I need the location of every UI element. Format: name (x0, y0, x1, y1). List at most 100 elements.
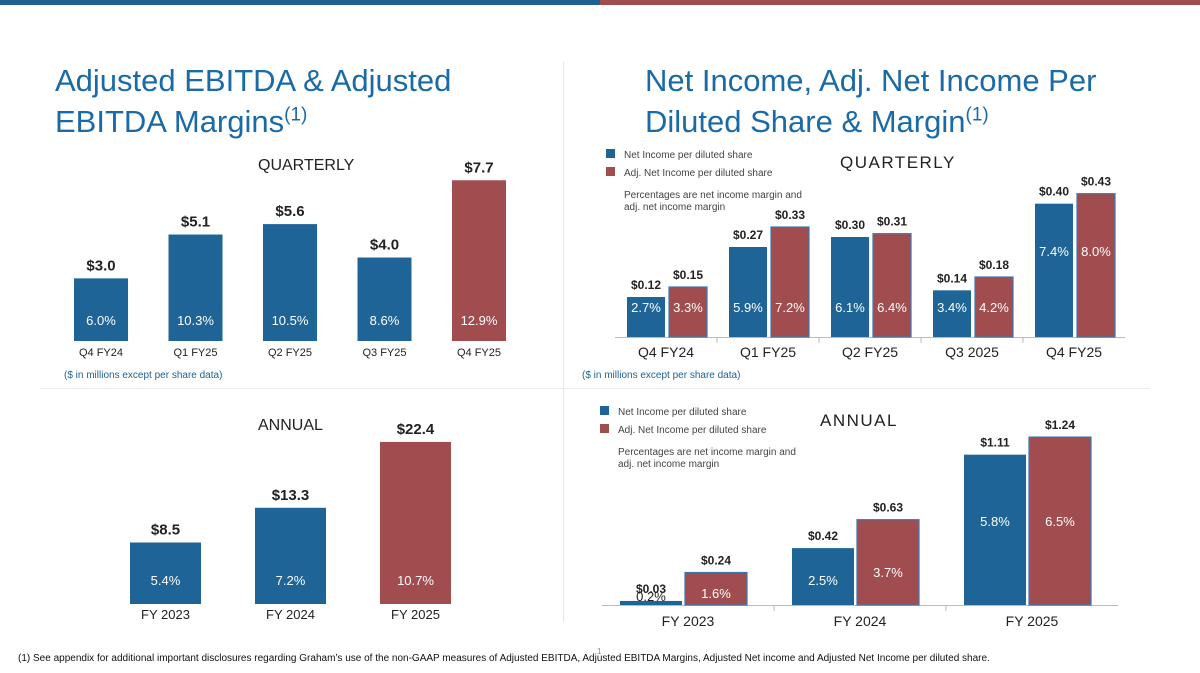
bar-margin-label: 2.7% (631, 300, 661, 315)
bar-value-label: $4.0 (370, 237, 399, 254)
bar-value-label: $0.30 (835, 218, 865, 232)
category-label: Q2 FY25 (842, 344, 898, 360)
bar-margin-label: 1.6% (701, 586, 731, 601)
bar (856, 519, 920, 606)
bar-value-label: $0.18 (979, 258, 1009, 272)
ebitda-quarterly-chart: QUARTERLY $3.0 6.0% Q4 FY24 $5.1 10.3% Q1 FY25… (74, 157, 506, 359)
bar-margin-label: 6.4% (877, 300, 907, 315)
bar (792, 548, 854, 605)
chart-title: ANNUAL (258, 417, 323, 434)
footnote: (1) See appendix for additional importan… (18, 653, 990, 664)
category-label: Q4 FY25 (1046, 344, 1102, 360)
horizontal-divider (40, 388, 1150, 389)
bar (452, 180, 506, 341)
left-heading-line1: Adjusted EBITDA & Adjusted (55, 63, 452, 98)
chart-title: QUARTERLY (840, 153, 956, 172)
bar-value-label: $0.15 (673, 268, 703, 282)
legend-swatch (600, 424, 609, 433)
category-label: Q4 FY24 (638, 344, 694, 360)
bar (380, 441, 451, 604)
bar-value-label: $0.42 (808, 529, 838, 543)
bar (620, 600, 682, 605)
bar-value-label: $8.5 (151, 522, 180, 539)
right-heading: Net Income, Adj. Net Income Per Diluted … (645, 60, 1096, 142)
category-label: Q2 FY25 (268, 347, 312, 359)
left-units-note: ($ in millions except per share data) (64, 370, 223, 381)
category-label: FY 2025 (391, 607, 440, 622)
bar-margin-label: 4.2% (979, 300, 1009, 315)
vertical-divider (563, 62, 564, 622)
right-units-note: ($ in millions except per share data) (582, 370, 741, 381)
category-label: Q1 FY25 (740, 344, 796, 360)
bar-margin-label: 7.2% (276, 573, 306, 588)
chart-title: QUARTERLY (258, 157, 355, 174)
bar (1035, 203, 1073, 337)
category-label: FY 2024 (266, 607, 315, 622)
right-heading-line1: Net Income, Adj. Net Income Per (645, 63, 1097, 98)
bar-margin-label: 0.2% (636, 589, 666, 604)
bar-margin-label: 10.7% (397, 573, 434, 588)
left-heading-line2: EBITDA Margins (55, 104, 285, 139)
legend-note: adj. net income margin (618, 459, 719, 470)
legend-label: Adj. Net Income per diluted share (618, 425, 767, 436)
bar (130, 542, 201, 604)
chart-title: ANNUAL (820, 411, 898, 430)
bar-margin-label: 6.1% (835, 300, 865, 315)
bar (74, 278, 128, 341)
bar-margin-label: 5.4% (151, 573, 181, 588)
bar-value-label: $0.12 (631, 278, 661, 292)
bar-value-label: $0.43 (1081, 175, 1111, 189)
bar-margin-label: 8.0% (1081, 244, 1111, 259)
bar-margin-label: 10.3% (177, 313, 214, 328)
bar-value-label: $0.40 (1039, 185, 1069, 199)
bar (255, 507, 326, 604)
bar-margin-label: 6.0% (86, 313, 116, 328)
top-accent-bar (0, 0, 1200, 5)
legend-swatch (606, 167, 615, 176)
bar-margin-label: 7.4% (1039, 244, 1069, 259)
category-label: FY 2024 (834, 613, 887, 629)
eps-annual-chart: ANNUAL Net Income per diluted share Adj. N… (600, 406, 1118, 629)
category-label: Q3 2025 (945, 344, 999, 360)
bar-margin-label: 10.5% (272, 313, 309, 328)
category-label: Q4 FY24 (79, 347, 123, 359)
bar (627, 297, 665, 337)
bar-value-label: $0.03 (636, 582, 666, 596)
left-heading: Adjusted EBITDA & Adjusted EBITDA Margin… (55, 60, 451, 142)
bar (668, 286, 708, 338)
bar-value-label: $1.24 (1045, 418, 1075, 432)
bar-value-label: $22.4 (397, 421, 435, 438)
category-label: FY 2025 (1006, 613, 1059, 629)
left-heading-sup: (1) (284, 104, 308, 126)
bar-value-label: $0.27 (733, 228, 763, 242)
bar-value-label: $0.24 (701, 553, 731, 567)
bar (1028, 436, 1092, 606)
category-label: Q4 FY25 (457, 347, 501, 359)
bar-margin-label: 6.5% (1045, 514, 1075, 529)
category-label: FY 2023 (662, 613, 715, 629)
bar (729, 247, 767, 337)
bar-value-label: $5.6 (275, 203, 304, 220)
legend-swatch (606, 149, 615, 158)
legend-swatch (600, 406, 609, 415)
category-label: Q3 FY25 (362, 347, 406, 359)
bar-margin-label: 3.3% (673, 300, 703, 315)
category-label: FY 2023 (141, 607, 190, 622)
bar (168, 234, 223, 341)
legend-note: Percentages are net income margin and (624, 190, 802, 201)
right-heading-sup: (1) (965, 104, 989, 126)
bar (1076, 193, 1116, 338)
bar-margin-label: 8.6% (370, 313, 400, 328)
top-accent-red (600, 0, 1200, 5)
legend-label: Net Income per diluted share (618, 407, 747, 418)
top-accent-blue (0, 0, 600, 5)
eps-quarterly-chart: QUARTERLY Net Income per diluted share Adj… (606, 149, 1125, 360)
ebitda-annual-chart: ANNUAL $8.5 5.4% FY 2023 $13.3 7.2% FY 2024 $22… (130, 417, 451, 622)
bar-value-label: $0.63 (873, 501, 903, 515)
bar-margin-label: 2.5% (808, 573, 838, 588)
bar (770, 226, 810, 338)
bar-margin-label: 7.2% (775, 300, 805, 315)
bar-value-label: $0.33 (775, 208, 805, 222)
bar-value-label: $0.31 (877, 215, 907, 229)
